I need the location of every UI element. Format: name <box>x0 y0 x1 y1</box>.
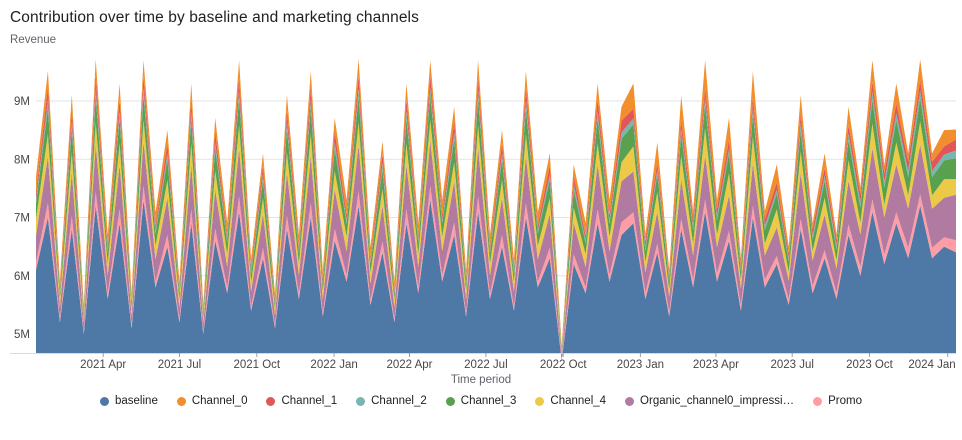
legend-item-channel-2[interactable]: Channel_2 <box>356 395 427 407</box>
area-baseline[interactable] <box>36 200 956 361</box>
y-tick-label: 9M <box>14 96 30 108</box>
legend-label: Organic_channel0_impressi… <box>640 395 795 407</box>
legend-item-channel-1[interactable]: Channel_1 <box>266 395 337 407</box>
y-tick-label: 6M <box>14 271 30 283</box>
y-tick-label: 7M <box>14 213 30 225</box>
legend-item-promo[interactable]: Promo <box>813 395 862 407</box>
x-tick-label: 2021 Oct <box>233 359 280 371</box>
legend-label: Channel_0 <box>191 395 248 407</box>
x-axis-title: Time period <box>450 374 512 386</box>
legend-item-channel-4[interactable]: Channel_4 <box>535 395 606 407</box>
legend-label: Channel_2 <box>371 395 427 407</box>
stacked-area-plot: 2021 Apr 2021 Jul 2021 Oct 2022 Jan 2022 Apr… <box>0 48 962 374</box>
x-tick-label: 2022 Jan <box>310 359 357 371</box>
area-channel-4[interactable] <box>36 120 956 355</box>
legend: baseline Channel_0 Channel_1 Channel_2 Chann… <box>0 395 962 407</box>
x-tick-label: 2024 Jan <box>908 359 955 371</box>
legend-swatch-icon <box>176 396 186 406</box>
legend-swatch-icon <box>100 396 109 406</box>
x-tick-label: 2021 Apr <box>80 359 126 371</box>
legend-item-baseline[interactable]: baseline <box>100 395 158 407</box>
area-promo[interactable] <box>36 186 956 361</box>
x-tick-label: 2022 Jul <box>464 359 507 371</box>
legend-label: baseline <box>115 395 158 407</box>
chart-canvas: 2021 Apr 2021 Jul 2021 Oct 2022 Jan 2022 Apr… <box>10 59 956 371</box>
x-tick-label: 2023 Jul <box>770 359 813 371</box>
legend-label: Channel_4 <box>550 395 607 407</box>
chart-title: Contribution over time by baseline and m… <box>10 9 419 26</box>
legend-item-organic-channel0-impressi[interactable]: Organic_channel0_impressi… <box>625 395 794 407</box>
y-tick-label: 5M <box>14 329 30 341</box>
legend-swatch-icon <box>445 396 455 406</box>
y-tick-label: 8M <box>14 154 30 166</box>
legend-label: Promo <box>828 395 862 407</box>
x-tick-label: 2021 Jul <box>158 359 201 371</box>
legend-item-channel-0[interactable]: Channel_0 <box>176 395 248 407</box>
legend-swatch-icon <box>625 396 635 406</box>
legend-swatch-icon <box>535 396 545 406</box>
area-organic-channel0-impressi[interactable] <box>36 141 956 359</box>
legend-swatch-icon <box>356 396 366 406</box>
x-tick-label: 2022 Oct <box>540 359 587 371</box>
x-tick-label: 2023 Oct <box>846 359 893 371</box>
legend-label: Channel_3 <box>460 395 517 407</box>
legend-item-channel-3[interactable]: Channel_3 <box>445 395 517 407</box>
legend-label: Channel_1 <box>281 395 338 407</box>
x-tick-label: 2023 Apr <box>693 359 739 371</box>
x-tick-label: 2023 Jan <box>617 359 664 371</box>
legend-swatch-icon <box>813 396 823 406</box>
legend-swatch-icon <box>266 396 276 406</box>
y-axis-title: Revenue <box>10 34 57 46</box>
x-tick-label: 2022 Apr <box>386 359 432 371</box>
